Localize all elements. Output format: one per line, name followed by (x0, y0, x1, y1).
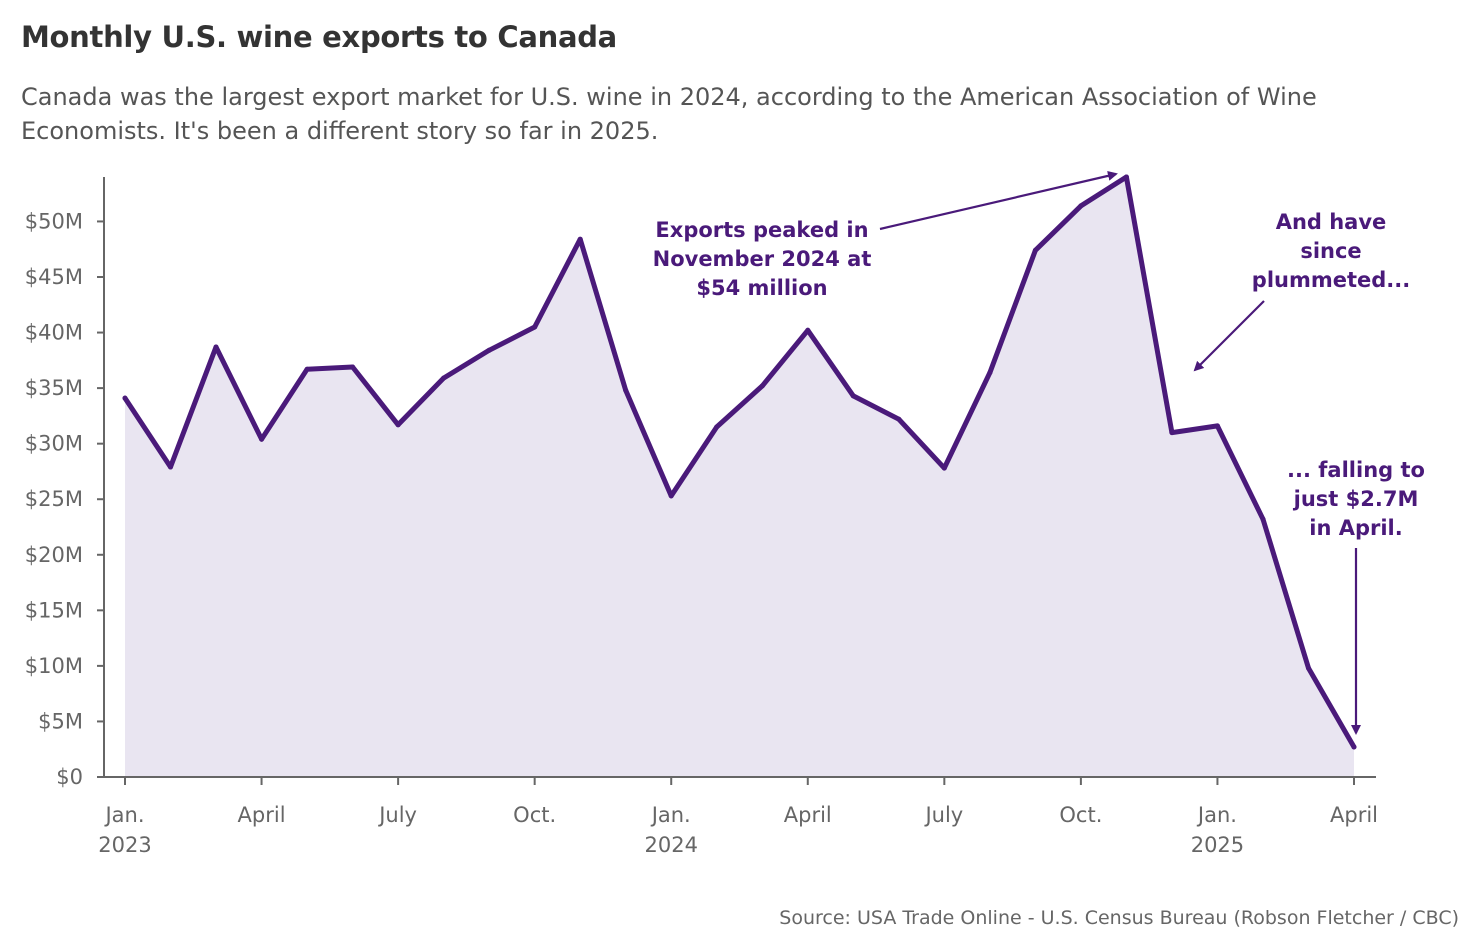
data-point-2025-04 (1351, 744, 1357, 750)
y-tick-label: $45M (25, 265, 83, 289)
data-point-2023-07 (395, 422, 401, 428)
data-point-2024-12 (1169, 430, 1175, 436)
data-point-2024-07 (941, 465, 947, 471)
data-point-2024-10 (1078, 203, 1084, 209)
x-tick-label: Oct. (513, 803, 556, 827)
chart-subtitle: Canada was the largest export market for… (21, 83, 1317, 145)
annotation-peak-line: $54 million (696, 276, 827, 300)
data-point-2024-05 (850, 393, 856, 399)
y-tick-label: $40M (25, 321, 83, 345)
x-tick-label: Oct. (1059, 803, 1102, 827)
annotation-april-line: in April. (1309, 516, 1402, 540)
data-point-2023-04 (259, 436, 265, 442)
x-tick-year-label: 2025 (1191, 833, 1244, 857)
data-point-2023-11 (577, 236, 583, 242)
y-tick-label: $30M (25, 432, 83, 456)
data-point-2024-04 (805, 327, 811, 333)
annotation-peak-line: November 2024 at (653, 247, 872, 271)
data-point-2023-05 (304, 366, 310, 372)
series-area (125, 177, 1354, 777)
data-point-2023-10 (532, 324, 538, 330)
annotation-drop-line: And have (1276, 210, 1387, 234)
data-point-2023-02 (168, 464, 173, 470)
x-tick-label: April (784, 803, 832, 827)
x-tick-year-label: 2023 (98, 833, 151, 857)
data-point-2024-09 (1032, 247, 1038, 253)
data-point-2024-08 (987, 370, 993, 376)
annotation-april-line: just $2.7M (1293, 487, 1419, 511)
data-point-2024-03 (759, 383, 765, 389)
x-tick-label: April (238, 803, 286, 827)
source-note: Source: USA Trade Online - U.S. Census B… (779, 907, 1459, 929)
y-tick-label: $0 (56, 765, 83, 789)
y-tick-label: $5M (38, 709, 83, 733)
y-tick-label: $10M (25, 654, 83, 678)
y-tick-label: $15M (25, 598, 83, 622)
data-point-2023-09 (486, 347, 492, 353)
annotation-april-line: ... falling to (1287, 458, 1425, 482)
x-tick-year-label: 2024 (644, 833, 697, 857)
y-tick-label: $50M (25, 209, 83, 233)
x-tick-label: Jan. (103, 803, 144, 827)
x-tick-label: Jan. (1196, 803, 1237, 827)
y-tick-label: $20M (25, 543, 83, 567)
annotation-drop-arrow (1193, 300, 1265, 372)
data-point-2025-03 (1306, 665, 1311, 671)
annotation-peak-arrow (879, 170, 1118, 231)
x-tick-label: April (1330, 803, 1378, 827)
annotation-peak-line: Exports peaked in (655, 218, 868, 242)
data-point-2023-12 (623, 387, 629, 393)
data-point-2023-08 (441, 375, 447, 381)
y-tick-label: $25M (25, 487, 83, 511)
data-point-2023-03 (213, 344, 219, 350)
series-line (122, 174, 1357, 750)
data-point-2025-02 (1260, 516, 1266, 522)
y-tick-label: $35M (25, 376, 83, 400)
data-point-2023-06 (350, 364, 356, 370)
x-tick-label: July (923, 803, 963, 827)
chart-title: Monthly U.S. wine exports to Canada (21, 20, 617, 54)
annotation-drop-line: plummeted... (1252, 268, 1410, 292)
data-point-2025-01 (1214, 423, 1220, 429)
x-tick-label: July (377, 803, 417, 827)
data-point-2024-11 (1123, 174, 1129, 180)
data-point-2023-01 (122, 395, 128, 401)
annotation-drop-line: since (1300, 239, 1361, 263)
data-point-2024-02 (714, 424, 720, 430)
data-point-2024-06 (896, 416, 902, 422)
data-point-2024-01 (668, 493, 674, 499)
x-tick-label: Jan. (650, 803, 691, 827)
